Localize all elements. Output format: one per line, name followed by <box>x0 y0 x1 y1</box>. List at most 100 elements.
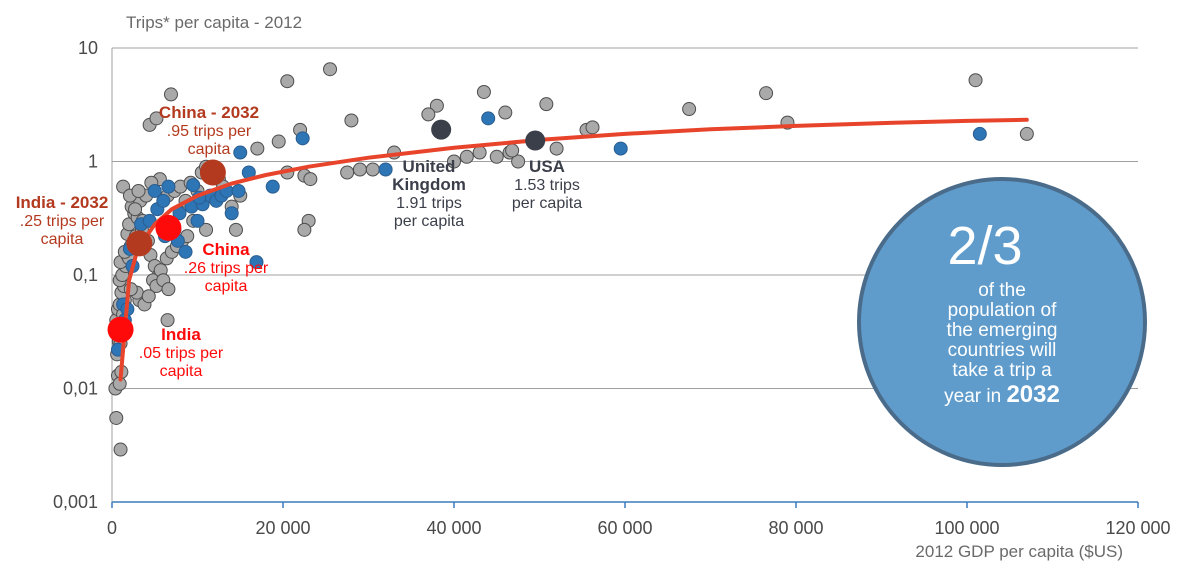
grey-point-103 <box>968 73 983 88</box>
label-china-line-2: capita <box>205 278 248 295</box>
label-united-kingdom-line-3: per capita <box>394 213 464 230</box>
chart-title: Trips* per capita - 2012 <box>126 13 302 32</box>
grey-point-80 <box>280 74 295 89</box>
grey-point-100 <box>682 102 697 117</box>
blue-point-10 <box>147 183 162 198</box>
grey-point-70 <box>141 289 156 304</box>
grey-point-33 <box>128 202 143 217</box>
callout-line-4: countries will <box>948 340 1057 361</box>
grey-point-90 <box>447 154 461 169</box>
grey-point-99 <box>585 120 600 135</box>
grey-point-63 <box>228 222 243 237</box>
blue-point-25 <box>231 183 246 198</box>
x-axis-label: 2012 GDP per capita ($US) <box>915 542 1123 561</box>
trend-line <box>118 117 1029 382</box>
y-tick-label-2: 0,1 <box>73 265 98 285</box>
x-tick-label-4: 80 000 <box>768 518 823 538</box>
blue-point-32 <box>481 111 496 126</box>
callout-line-5: take a trip a <box>952 360 1052 381</box>
label-united-kingdom-line-2: 1.91 trips <box>396 195 462 212</box>
callout-bubble: 2/3 of the population of the emerging co… <box>857 177 1147 467</box>
grey-point-79 <box>163 87 178 102</box>
blue-point-24 <box>224 206 239 221</box>
y-axis-ticks: 0,001 0,01 0,1 1 10 <box>53 38 98 512</box>
blue-point-33 <box>613 141 628 156</box>
label-united-kingdom-line-1: Kingdom <box>392 175 466 194</box>
point-china <box>155 214 182 241</box>
grey-point-108 <box>303 172 318 187</box>
x-tick-label-3: 60 000 <box>597 518 652 538</box>
blue-point-34 <box>972 126 987 141</box>
blue-point-26 <box>233 145 248 160</box>
y-tick-label-0: 0,001 <box>53 492 98 512</box>
y-tick-label-3: 1 <box>88 152 98 172</box>
grey-point-101 <box>759 86 774 101</box>
callout-headline: 2/3 <box>947 216 1022 276</box>
grey-point-92 <box>472 145 487 160</box>
x-tick-label-0: 0 <box>107 518 117 538</box>
blue-point-31 <box>378 162 393 177</box>
label-india-line-0: India <box>161 325 201 344</box>
grey-point-87 <box>476 84 491 99</box>
grey-point-113 <box>365 162 380 177</box>
grey-point-89 <box>539 97 554 112</box>
grey-point-93 <box>489 149 504 164</box>
label-india-line-2: capita <box>160 363 203 380</box>
label-china-2032-line-2: capita <box>188 141 231 158</box>
point-india <box>107 316 134 343</box>
label-india-2032-line-0: India - 2032 <box>16 193 109 212</box>
callout-line-1: of the <box>978 280 1026 301</box>
x-tick-label-6: 120 000 <box>1105 518 1170 538</box>
blue-point-37 <box>186 178 201 193</box>
point-china-2032 <box>199 159 226 186</box>
grey-point-45 <box>161 282 176 297</box>
y-tick-label-4: 10 <box>78 38 98 58</box>
grey-point-110 <box>297 222 312 237</box>
grey-point-104 <box>1019 126 1034 141</box>
grey-point-1 <box>113 442 128 457</box>
blue-point-30 <box>295 131 310 146</box>
callout-year-prefix: year in <box>944 386 1001 407</box>
grey-point-95 <box>511 154 526 169</box>
label-china-2032-line-1: .95 trips per <box>167 123 252 140</box>
label-india-2032-line-2: capita <box>41 231 84 248</box>
label-china-line-1: .26 trips per <box>184 260 269 277</box>
grey-point-86 <box>421 107 436 122</box>
x-tick-label-5: 100 000 <box>934 518 999 538</box>
grey-point-114 <box>250 141 265 156</box>
label-usa-line-0: USA <box>529 157 565 176</box>
callout-line-6: year in 2032 <box>944 381 1060 408</box>
grey-point-81 <box>323 62 338 77</box>
blue-point-28 <box>249 255 264 270</box>
point-usa <box>525 130 546 151</box>
grey-point-105 <box>271 134 286 149</box>
grey-point-111 <box>340 165 355 180</box>
x-tick-label-2: 40 000 <box>426 518 481 538</box>
label-united-kingdom-line-0: United <box>403 157 456 176</box>
grey-point-112 <box>352 162 367 177</box>
grey-point-75 <box>131 183 146 198</box>
point-india-2032 <box>126 230 153 257</box>
grey-point-96 <box>505 143 520 158</box>
grey-point-78 <box>149 111 164 126</box>
callout-year: 2032 <box>1006 381 1059 408</box>
blue-point-29 <box>265 179 280 194</box>
callout-line-2: population of <box>948 300 1058 321</box>
grey-point-83 <box>344 113 359 128</box>
blue-point-12 <box>156 193 171 208</box>
grey-point-91 <box>459 149 474 164</box>
grey-point-97 <box>549 141 564 156</box>
blue-point-18 <box>190 213 205 228</box>
highlighted-points <box>107 119 546 343</box>
callout-line-3: the emerging <box>947 320 1058 341</box>
grey-point-88 <box>498 105 513 120</box>
grey-point-65 <box>199 222 214 237</box>
label-india-2032-line-1: .25 trips per <box>20 213 105 230</box>
point-united-kingdom <box>431 119 452 140</box>
label-china-2032-line-0: China - 2032 <box>159 103 259 122</box>
grey-point-0 <box>109 410 124 425</box>
blue-point-16 <box>178 244 193 259</box>
y-tick-label-1: 0,01 <box>63 379 98 399</box>
